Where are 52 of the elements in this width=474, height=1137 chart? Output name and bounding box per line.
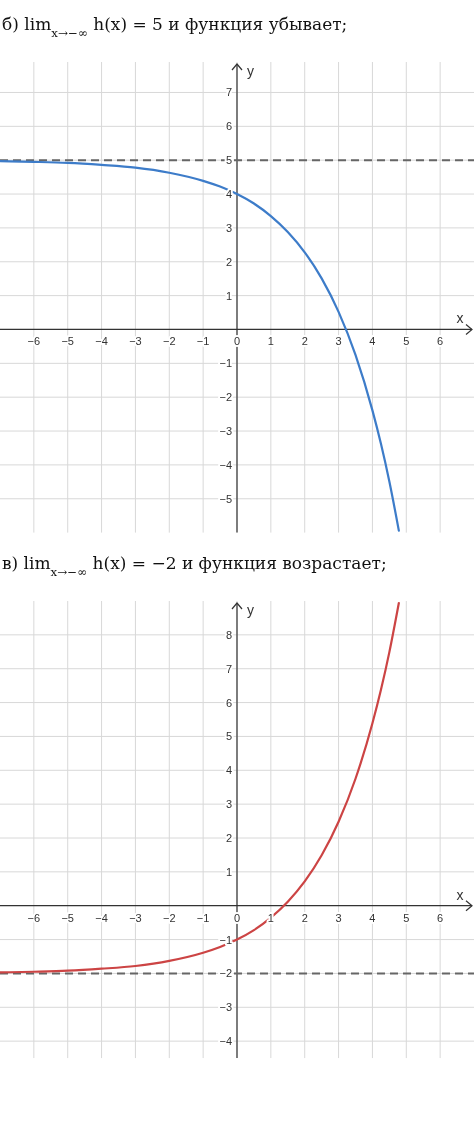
- y-tick-label: 7: [225, 662, 232, 675]
- x-tick-label: −1: [196, 911, 210, 924]
- x-tick-label: −2: [163, 335, 176, 348]
- x-tick-label: −5: [61, 335, 74, 348]
- x-axis-title: x: [456, 886, 464, 903]
- y-tick-label: −2: [219, 391, 232, 404]
- y-tick-label: 2: [225, 255, 232, 268]
- x-tick-label: −4: [95, 911, 108, 924]
- y-tick-label: 3: [225, 221, 232, 234]
- y-tick-label: −3: [219, 1000, 232, 1013]
- x-tick-label: −2: [163, 911, 176, 924]
- x-tick-label: −6: [27, 335, 41, 348]
- x-tick-label: 2: [301, 911, 308, 924]
- y-tick-label: −4: [219, 458, 232, 471]
- y-tick-label: −3: [219, 425, 232, 438]
- y-tick-label: 7: [225, 86, 232, 99]
- x-tick-label: −6: [27, 911, 41, 924]
- x-tick-label: 4: [369, 911, 376, 924]
- y-tick-label: 4: [225, 763, 232, 776]
- chart-title: б) lim$_{x→−∞}$ h(x) = 5 и функция убывает;: [2, 14, 348, 40]
- x-tick-label: 5: [403, 911, 410, 924]
- y-tick-label: 8: [225, 628, 232, 641]
- x-tick-label: −4: [95, 335, 108, 348]
- x-tick-label: −5: [61, 911, 74, 924]
- x-tick-label: 6: [437, 335, 444, 348]
- chart-title: в) lim$_{x→−∞}$ h(x) = −2 и функция возрастает;: [2, 552, 387, 579]
- x-tick-label: 1: [267, 335, 274, 348]
- y-tick-label: −1: [219, 933, 232, 946]
- x-tick-label: 5: [403, 335, 410, 348]
- y-tick-label: 6: [225, 120, 232, 133]
- y-tick-label: 1: [225, 865, 232, 878]
- y-tick-label: 5: [225, 730, 232, 743]
- y-tick-label: 2: [225, 831, 232, 844]
- x-axis-title: x: [456, 310, 464, 327]
- x-tick-label: 4: [369, 335, 376, 348]
- x-tick-label: 2: [301, 335, 308, 348]
- x-tick-label: −1: [196, 335, 210, 348]
- y-tick-label: −5: [219, 492, 232, 505]
- x-tick-label: 6: [437, 911, 444, 924]
- y-axis-title: y: [247, 601, 254, 618]
- x-tick-label: −3: [129, 335, 142, 348]
- y-tick-label: −4: [219, 1034, 232, 1047]
- y-tick-label: 3: [225, 797, 232, 810]
- y-tick-label: 5: [225, 154, 232, 167]
- x-tick-label: 3: [335, 911, 342, 924]
- x-tick-label: 3: [335, 335, 342, 348]
- y-tick-label: 6: [225, 696, 232, 709]
- y-tick-label: 1: [225, 289, 232, 302]
- y-axis-title: y: [247, 63, 254, 79]
- x-tick-label: −3: [129, 911, 142, 924]
- y-tick-label: −1: [219, 357, 232, 370]
- y-tick-label: 4: [225, 188, 232, 201]
